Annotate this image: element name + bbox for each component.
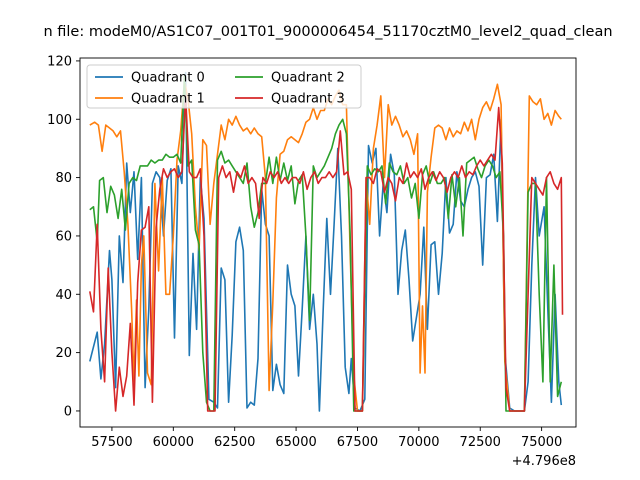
x-tick-label: 75000	[521, 435, 562, 450]
series-line-quadrant-2	[89, 74, 563, 412]
x-tick-label: 60000	[153, 435, 194, 450]
legend-label-quadrant-0: Quadrant 0	[131, 71, 205, 86]
y-tick-label: 0	[64, 404, 72, 419]
legend-box	[86, 64, 362, 109]
chart-title: n file: modeM0/AS1C07_001T01_9000006454_…	[43, 24, 612, 40]
plot-frame	[79, 57, 577, 428]
y-tick-label: 100	[47, 113, 72, 128]
series-line-quadrant-0	[89, 71, 563, 412]
y-tick-label: 60	[55, 229, 72, 244]
y-tick-label: 20	[55, 346, 72, 361]
legend-label-quadrant-1: Quadrant 1	[131, 92, 205, 107]
x-tick-label: 62500	[214, 435, 255, 450]
x-offset-label: +4.796e8	[512, 454, 576, 469]
x-tick-label: 70000	[398, 435, 439, 450]
x-tick-label: 65000	[275, 435, 316, 450]
series-line-quadrant-1	[89, 80, 562, 412]
series-line-quadrant-3	[89, 95, 564, 412]
y-tick-label: 80	[55, 171, 72, 186]
y-tick-label: 40	[55, 288, 72, 303]
legend-label-quadrant-2: Quadrant 2	[271, 71, 345, 86]
y-tick-label: 120	[47, 54, 72, 69]
legend-label-quadrant-3: Quadrant 3	[271, 92, 345, 107]
x-tick-label: 57500	[91, 435, 132, 450]
x-tick-label: 67500	[337, 435, 378, 450]
x-tick-label: 72500	[460, 435, 501, 450]
